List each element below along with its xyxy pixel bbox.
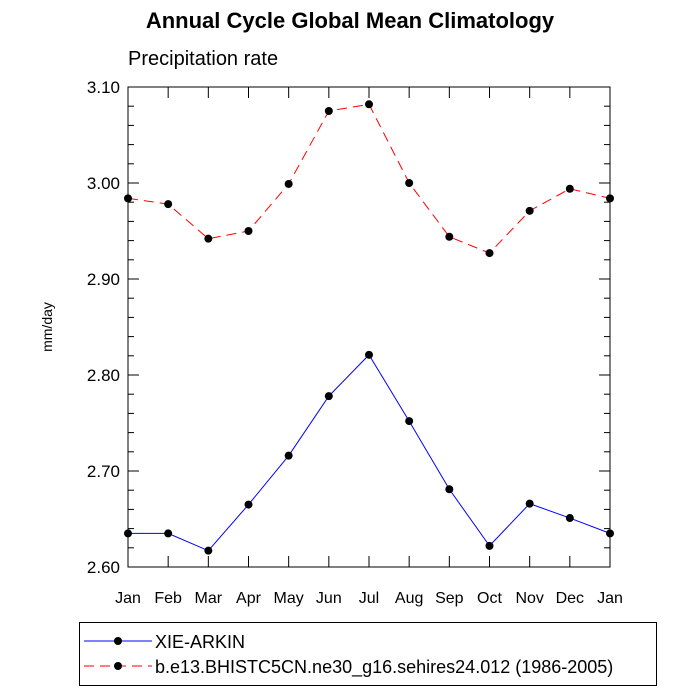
- legend-label-1: b.e13.BHISTC5CN.ne30_g16.sehires24.012 (…: [155, 657, 614, 677]
- x-tick-label: Apr: [236, 590, 262, 607]
- series-0-point: [606, 529, 614, 538]
- x-tick-label: Jun: [316, 590, 342, 607]
- series-0-point: [244, 500, 253, 509]
- series-1-point: [124, 194, 132, 203]
- series-1-point: [204, 234, 213, 243]
- series-line-0: [128, 354, 611, 552]
- legend-swatch-0: [84, 637, 152, 645]
- x-tick-label: Jan: [597, 590, 623, 607]
- legend-label-0: XIE-ARKIN: [155, 632, 246, 652]
- x-tick-label: Dec: [556, 590, 584, 607]
- legend-item-1: b.e13.BHISTC5CN.ne30_g16.sehires24.012 (…: [80, 654, 656, 678]
- x-tick-label: Jan: [115, 590, 141, 607]
- chart-subtitle: Precipitation rate: [128, 48, 279, 70]
- series-line-1: [127, 103, 611, 254]
- series-1-point: [324, 107, 333, 115]
- series-0-point: [124, 529, 132, 538]
- series-1-point: [525, 206, 534, 215]
- x-tick-label: Aug: [395, 590, 423, 607]
- x-tick-label: Sep: [435, 590, 464, 607]
- x-tick-label: Nov: [515, 590, 543, 607]
- series-1-point: [405, 179, 414, 187]
- chart-title: Annual Cycle Global Mean Climatology: [145, 8, 555, 33]
- plot-frame: [127, 86, 611, 568]
- y-tick-label: 2.60: [87, 558, 120, 577]
- series-1-point: [445, 232, 454, 241]
- series-0-point: [525, 499, 534, 508]
- series-0-point: [324, 392, 333, 401]
- y-tick-label: 3.10: [87, 78, 120, 97]
- legend: XIE-ARKIN b.e13.BHISTC5CN.ne30_g16.sehir…: [79, 622, 657, 686]
- series-0-point: [365, 350, 373, 359]
- line-chart: 2.60 2.70 2.80 2.90 3.00 3.10 Jan Feb Mar Apr May J…: [39, 78, 623, 607]
- x-tick-label: Feb: [154, 590, 182, 607]
- y-tick-label: 2.70: [87, 462, 120, 481]
- series-1-point: [606, 194, 614, 203]
- series-0-point: [565, 514, 574, 523]
- x-tick-label: Oct: [477, 590, 502, 607]
- legend-swatch-1: [84, 662, 152, 670]
- series-1-point: [485, 249, 494, 258]
- y-axis-label: mm/day: [39, 302, 55, 352]
- series-1-point: [365, 100, 373, 109]
- series-0-point: [284, 451, 293, 460]
- y-tick-label: 2.90: [87, 270, 120, 289]
- series-1-point: [284, 179, 293, 188]
- series-0-point: [405, 417, 414, 426]
- x-tick-label: Jul: [359, 590, 379, 607]
- series-0-point: [204, 546, 213, 555]
- series-0-point: [164, 529, 173, 538]
- y-tick-label: 3.00: [87, 174, 120, 193]
- legend-item-0: XIE-ARKIN: [80, 629, 656, 653]
- series-1-point: [565, 184, 574, 193]
- x-tick-label: May: [274, 590, 304, 607]
- series-0-point: [485, 541, 494, 550]
- y-tick-label: 2.80: [87, 366, 120, 385]
- series-1-point: [164, 200, 173, 209]
- x-tick-label: Mar: [195, 590, 223, 607]
- series-0-point: [445, 485, 454, 494]
- series-1-point: [244, 227, 253, 235]
